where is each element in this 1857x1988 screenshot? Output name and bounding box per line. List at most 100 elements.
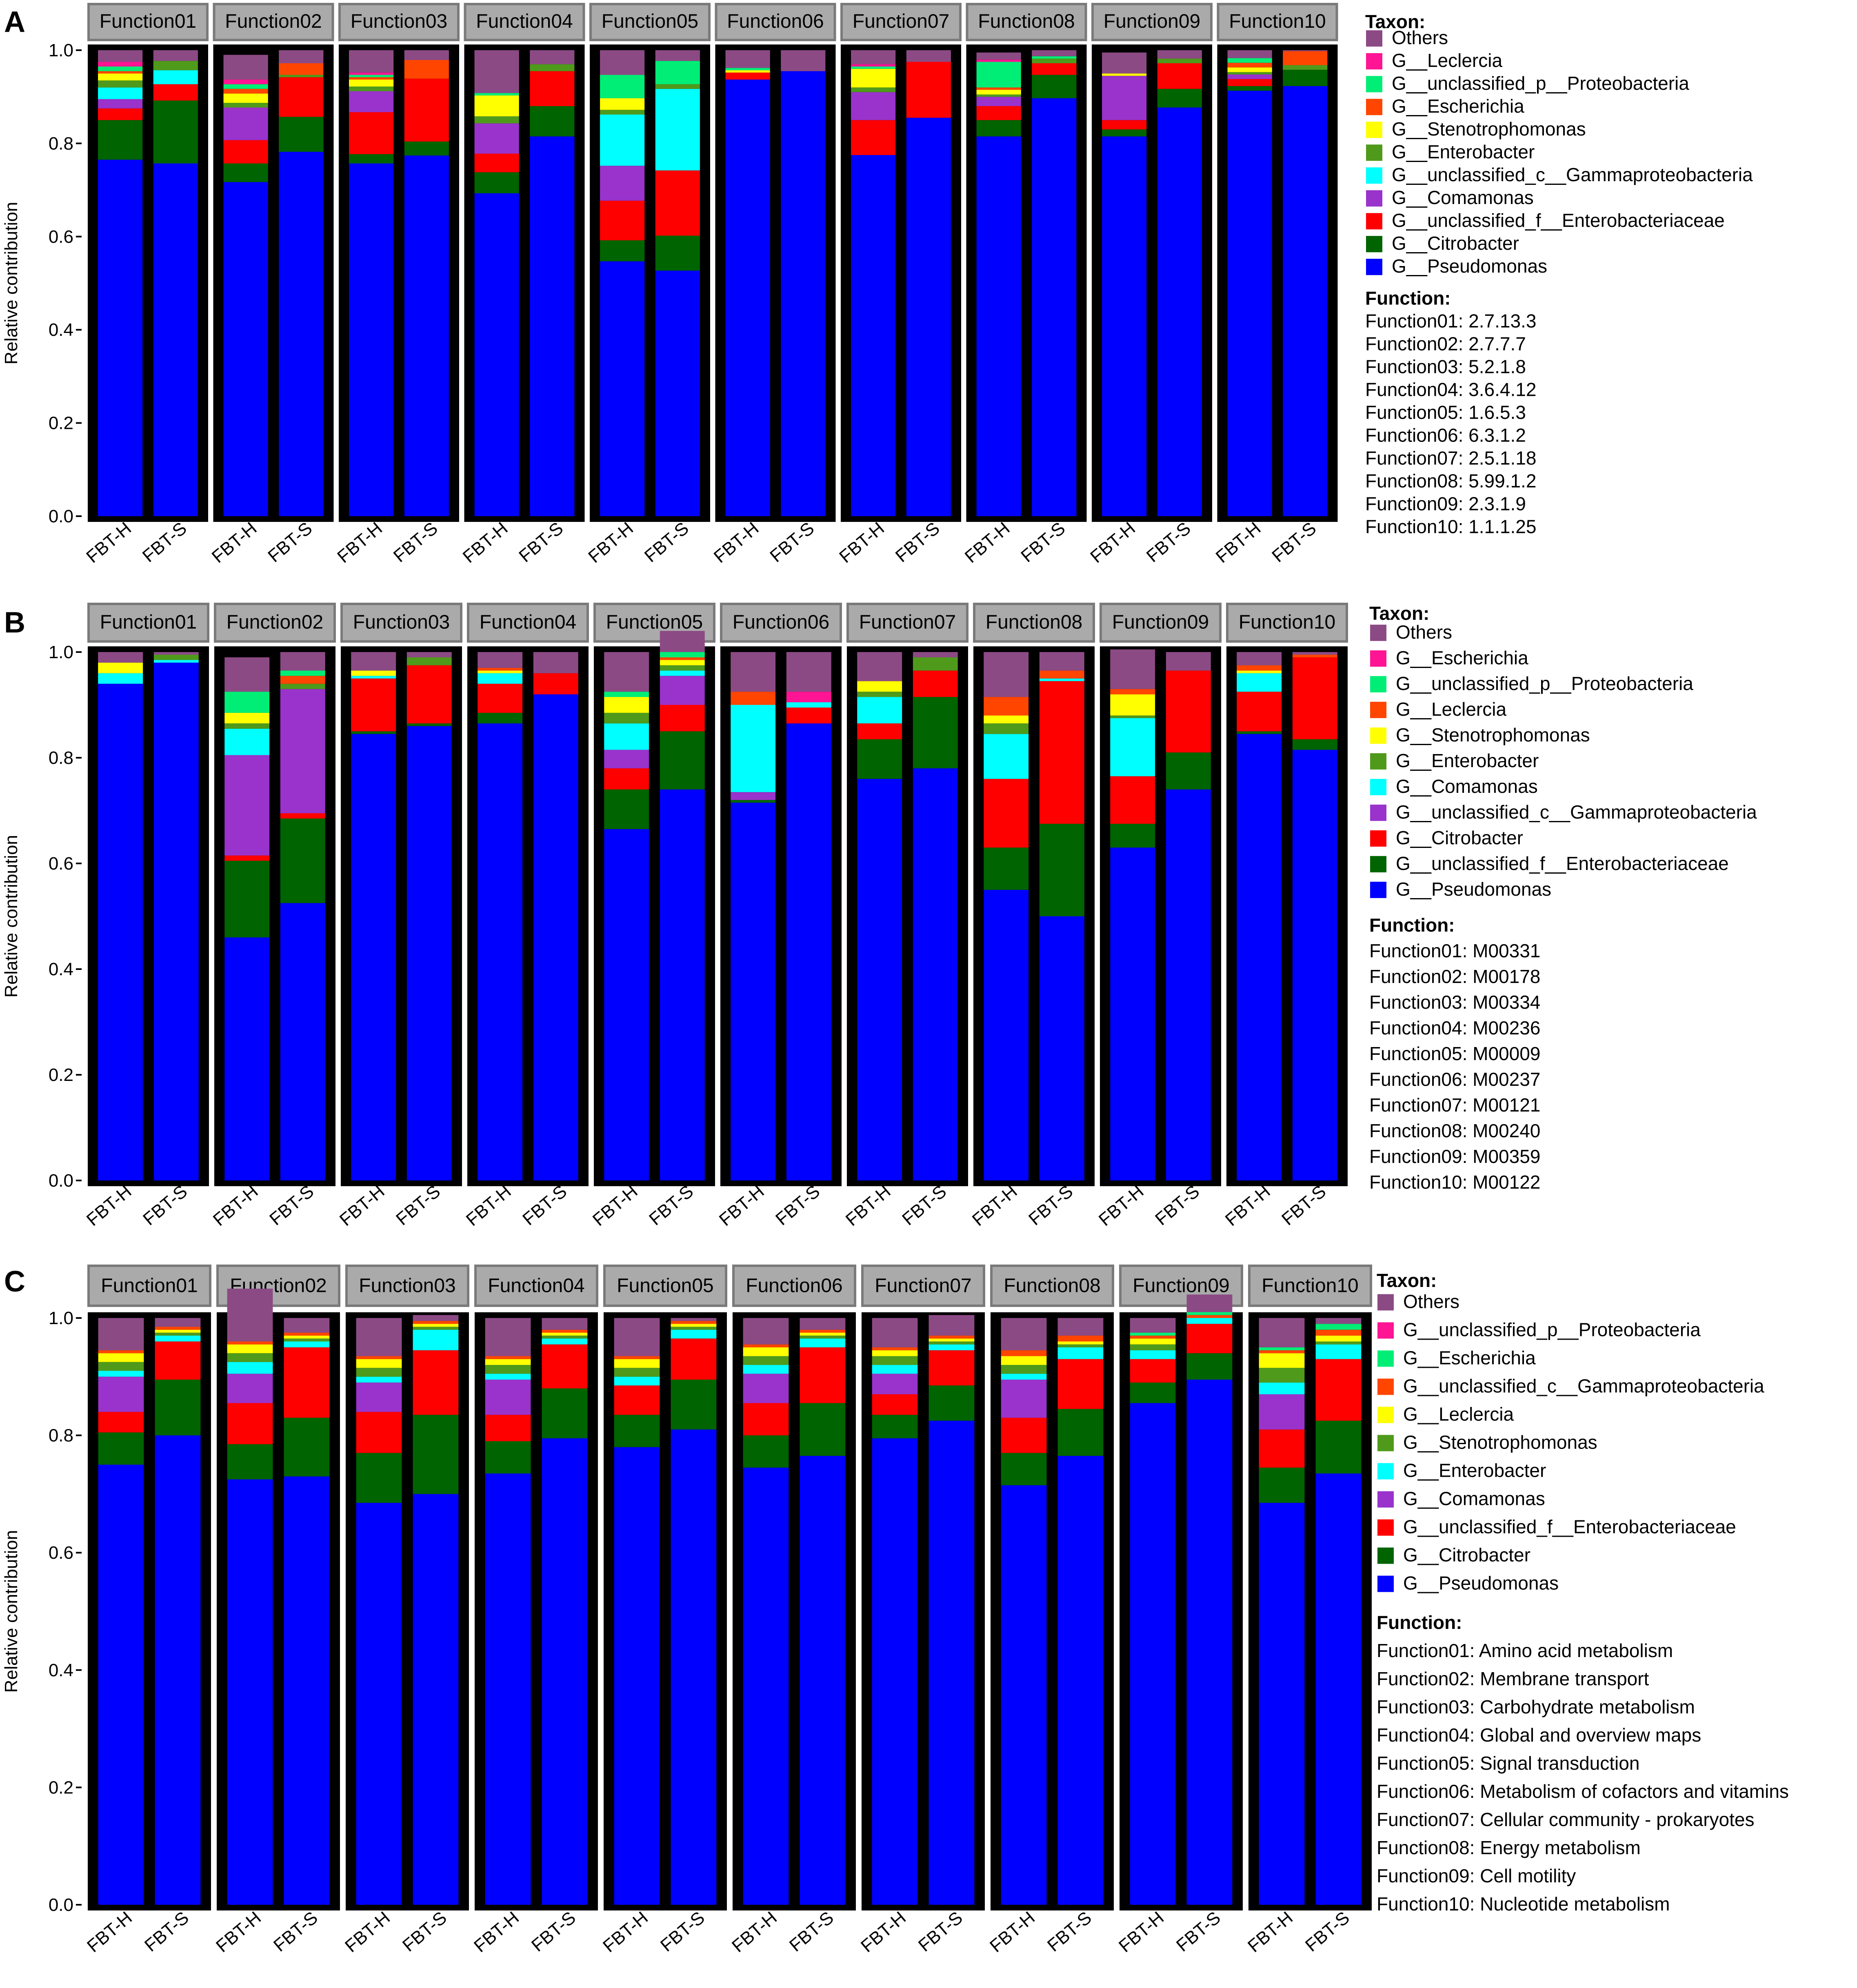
bar-segment <box>1130 1403 1176 1905</box>
facet-strip <box>1091 3 1213 41</box>
bar-segment <box>671 1329 717 1339</box>
facet-label: Function02 <box>225 11 322 32</box>
bar-segment <box>1237 692 1282 732</box>
panel-label: B <box>4 606 25 639</box>
y-axis-label: Relative contribution <box>1 835 21 998</box>
bar-segment <box>600 98 645 110</box>
function-list-item: Function09: M00359 <box>1369 1146 1540 1167</box>
bar-segment <box>976 52 1021 60</box>
bar-segment <box>404 155 449 516</box>
facet-strip <box>732 1265 856 1307</box>
bar-segment <box>1237 731 1282 734</box>
bar-segment <box>928 1336 975 1339</box>
bar-segment <box>928 1385 975 1421</box>
function-list-item: Function04: 3.6.4.12 <box>1365 379 1536 400</box>
facet-label: Function02 <box>227 612 324 633</box>
bar-segment <box>224 937 270 1180</box>
function-list-item: Function05: Signal transduction <box>1377 1753 1639 1774</box>
bar-segment <box>1315 1473 1362 1905</box>
bar-segment <box>857 723 902 739</box>
bar-segment <box>725 68 770 71</box>
function-list-item: Function06: Metabolism of cofactors and … <box>1377 1781 1789 1802</box>
function-list-item: Function02: Membrane transport <box>1377 1668 1649 1689</box>
bar-segment <box>530 64 575 71</box>
x-tick-label: FBT-H <box>83 1181 135 1230</box>
facet-label: Function05 <box>606 612 703 633</box>
bar-segment <box>851 66 896 69</box>
bar-segment <box>1157 63 1202 89</box>
bar-segment <box>224 855 270 861</box>
bar-segment <box>542 1338 588 1345</box>
bar-segment <box>976 97 1021 106</box>
legend-item: G__Citrobacter <box>1392 233 1519 254</box>
bar-segment <box>1130 1318 1176 1333</box>
legend-item: G__unclassified_c__Gammaproteobacteria <box>1396 801 1757 823</box>
bar-segment <box>614 1415 660 1447</box>
bar-segment <box>743 1318 789 1345</box>
bar-segment <box>984 890 1029 1180</box>
bar-segment <box>349 154 394 164</box>
legend-swatch <box>1370 779 1386 795</box>
bar-segment <box>485 1356 531 1359</box>
panel-B: B Relative contribution 0.0 0.2 0.4 0.6 0.8 1.0… <box>1 603 1757 1230</box>
legend-item: G__unclassified_p__Proteobacteria <box>1396 673 1693 694</box>
legend-item: Others <box>1396 621 1452 643</box>
bar-segment <box>604 829 649 1180</box>
bar-segment <box>98 73 143 81</box>
bar-segment <box>227 1444 273 1480</box>
bar-segment <box>786 723 831 1180</box>
bar-segment <box>786 652 831 692</box>
bar-segment <box>857 697 902 723</box>
bar-segment <box>872 1394 918 1415</box>
bar-segment <box>485 1441 531 1474</box>
bar-segment <box>731 800 776 803</box>
bar-segment <box>851 87 896 92</box>
bar-segment <box>284 1338 330 1342</box>
x-tick-label: FBT-S <box>772 1181 824 1229</box>
bar-segment <box>1102 136 1147 516</box>
bar-segment <box>1227 58 1272 63</box>
bar-segment <box>1039 916 1084 1180</box>
bar-segment <box>478 670 523 673</box>
function-list-item: Function08: M00240 <box>1369 1120 1540 1141</box>
bar-segment <box>781 71 826 516</box>
y-tick-label: 0.8 <box>49 748 73 768</box>
bar-segment <box>1102 120 1147 130</box>
bar-segment <box>1001 1318 1047 1351</box>
x-tick-label: FBT-H <box>589 1181 642 1230</box>
bar-segment <box>284 1336 330 1339</box>
x-tick-label: FBT-H <box>715 1181 768 1230</box>
function-list-item: Function06: M00237 <box>1369 1069 1540 1090</box>
bar-segment <box>1315 1318 1362 1324</box>
x-tick-label: FBT-H <box>1115 1908 1168 1956</box>
bar-segment <box>731 803 776 1180</box>
facet-Function01: Function01 FBT-H FBT-S <box>83 603 209 1230</box>
bar-segment <box>227 1353 273 1362</box>
bar-segment <box>1130 1382 1176 1403</box>
bar-segment <box>279 63 324 75</box>
bar-segment <box>224 723 270 729</box>
legend-item: Others <box>1392 27 1448 48</box>
bar-segment <box>1186 1353 1233 1380</box>
legend-item: G__Leclercia <box>1396 699 1506 720</box>
bar-segment <box>223 84 268 89</box>
bar-segment <box>1157 58 1202 63</box>
bar-segment <box>928 1420 975 1905</box>
function-list-item: Function04: M00236 <box>1369 1017 1540 1038</box>
bar-segment <box>984 848 1029 890</box>
bar-segment <box>1130 1336 1176 1339</box>
bar-segment <box>153 70 198 84</box>
bar-segment <box>478 673 523 684</box>
legend-swatch <box>1370 881 1386 898</box>
bar-segment <box>671 1338 717 1380</box>
bar-segment <box>743 1467 789 1905</box>
bar-segment <box>542 1336 588 1339</box>
x-tick-label: FBT-H <box>1095 1181 1148 1230</box>
bar-segment <box>474 193 519 516</box>
bar-segment <box>800 1329 846 1333</box>
bar-segment <box>279 50 324 63</box>
facet-label: Function06 <box>746 1275 843 1297</box>
function-list-item: Function04: Global and overview maps <box>1377 1724 1701 1746</box>
bar-segment <box>906 118 951 517</box>
